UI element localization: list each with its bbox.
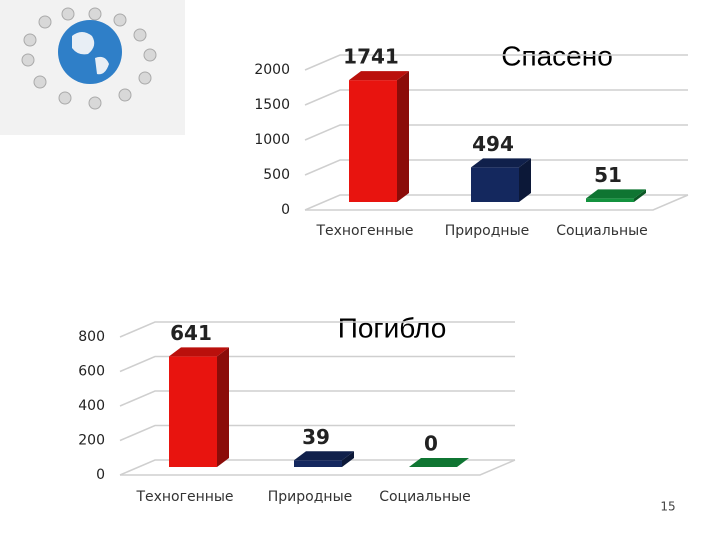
bar-top bbox=[586, 189, 646, 199]
grid-line bbox=[304, 124, 688, 141]
bar bbox=[471, 167, 519, 202]
y-tick-label: 200 bbox=[78, 433, 105, 449]
bar bbox=[586, 198, 634, 202]
data-label: 494 bbox=[472, 132, 514, 156]
y-tick-label: 600 bbox=[78, 364, 105, 380]
y-tick-label: 400 bbox=[78, 398, 105, 414]
x-tick-label: Техногенные bbox=[135, 489, 233, 505]
continents bbox=[72, 32, 109, 75]
globe-illustration bbox=[0, 0, 185, 135]
bar-side bbox=[342, 451, 354, 467]
data-label: 39 bbox=[302, 425, 330, 449]
bar-side bbox=[217, 347, 229, 467]
data-label: 51 bbox=[594, 163, 622, 187]
grid-line bbox=[304, 89, 688, 106]
x-tick-label: Природные bbox=[268, 489, 352, 505]
grid-line bbox=[119, 321, 515, 338]
bar bbox=[169, 356, 217, 467]
bar-side bbox=[519, 158, 531, 202]
bar-side bbox=[397, 71, 409, 202]
bar-top bbox=[409, 458, 469, 467]
y-tick-label: 1000 bbox=[254, 132, 290, 148]
y-tick-label: 800 bbox=[78, 329, 105, 345]
x-tick-label: Техногенные bbox=[315, 223, 413, 239]
page-number: 15 bbox=[660, 500, 675, 514]
bar-top bbox=[471, 158, 531, 168]
floor-edge bbox=[120, 459, 516, 476]
bar-top bbox=[294, 451, 354, 461]
grid-line bbox=[119, 390, 515, 407]
floor-edge bbox=[305, 194, 689, 211]
grid-line bbox=[304, 194, 688, 211]
bar bbox=[294, 460, 342, 467]
grid-line bbox=[119, 355, 515, 373]
x-tick-label: Социальные bbox=[556, 223, 648, 239]
y-tick-label: 0 bbox=[96, 467, 105, 483]
chart-title: Спасено bbox=[501, 40, 613, 71]
data-label: 1741 bbox=[343, 45, 399, 69]
y-tick-label: 500 bbox=[263, 167, 290, 183]
y-tick-label: 2000 bbox=[254, 62, 290, 78]
grid-line bbox=[304, 54, 688, 71]
x-tick-label: Социальные bbox=[379, 489, 471, 505]
data-label: 0 bbox=[424, 432, 438, 456]
bar-top bbox=[169, 347, 229, 357]
bar bbox=[349, 80, 397, 202]
grid-line bbox=[119, 424, 515, 442]
y-tick-label: 0 bbox=[281, 202, 290, 218]
grid-line bbox=[119, 459, 515, 476]
bar-top bbox=[349, 71, 409, 81]
bar-side bbox=[634, 189, 646, 202]
chart-title: Погибло bbox=[338, 312, 447, 343]
grid-line bbox=[304, 159, 688, 176]
y-tick-label: 1500 bbox=[254, 97, 290, 113]
data-label: 641 bbox=[170, 321, 212, 345]
chairs bbox=[21, 7, 157, 110]
x-tick-label: Природные bbox=[445, 223, 529, 239]
